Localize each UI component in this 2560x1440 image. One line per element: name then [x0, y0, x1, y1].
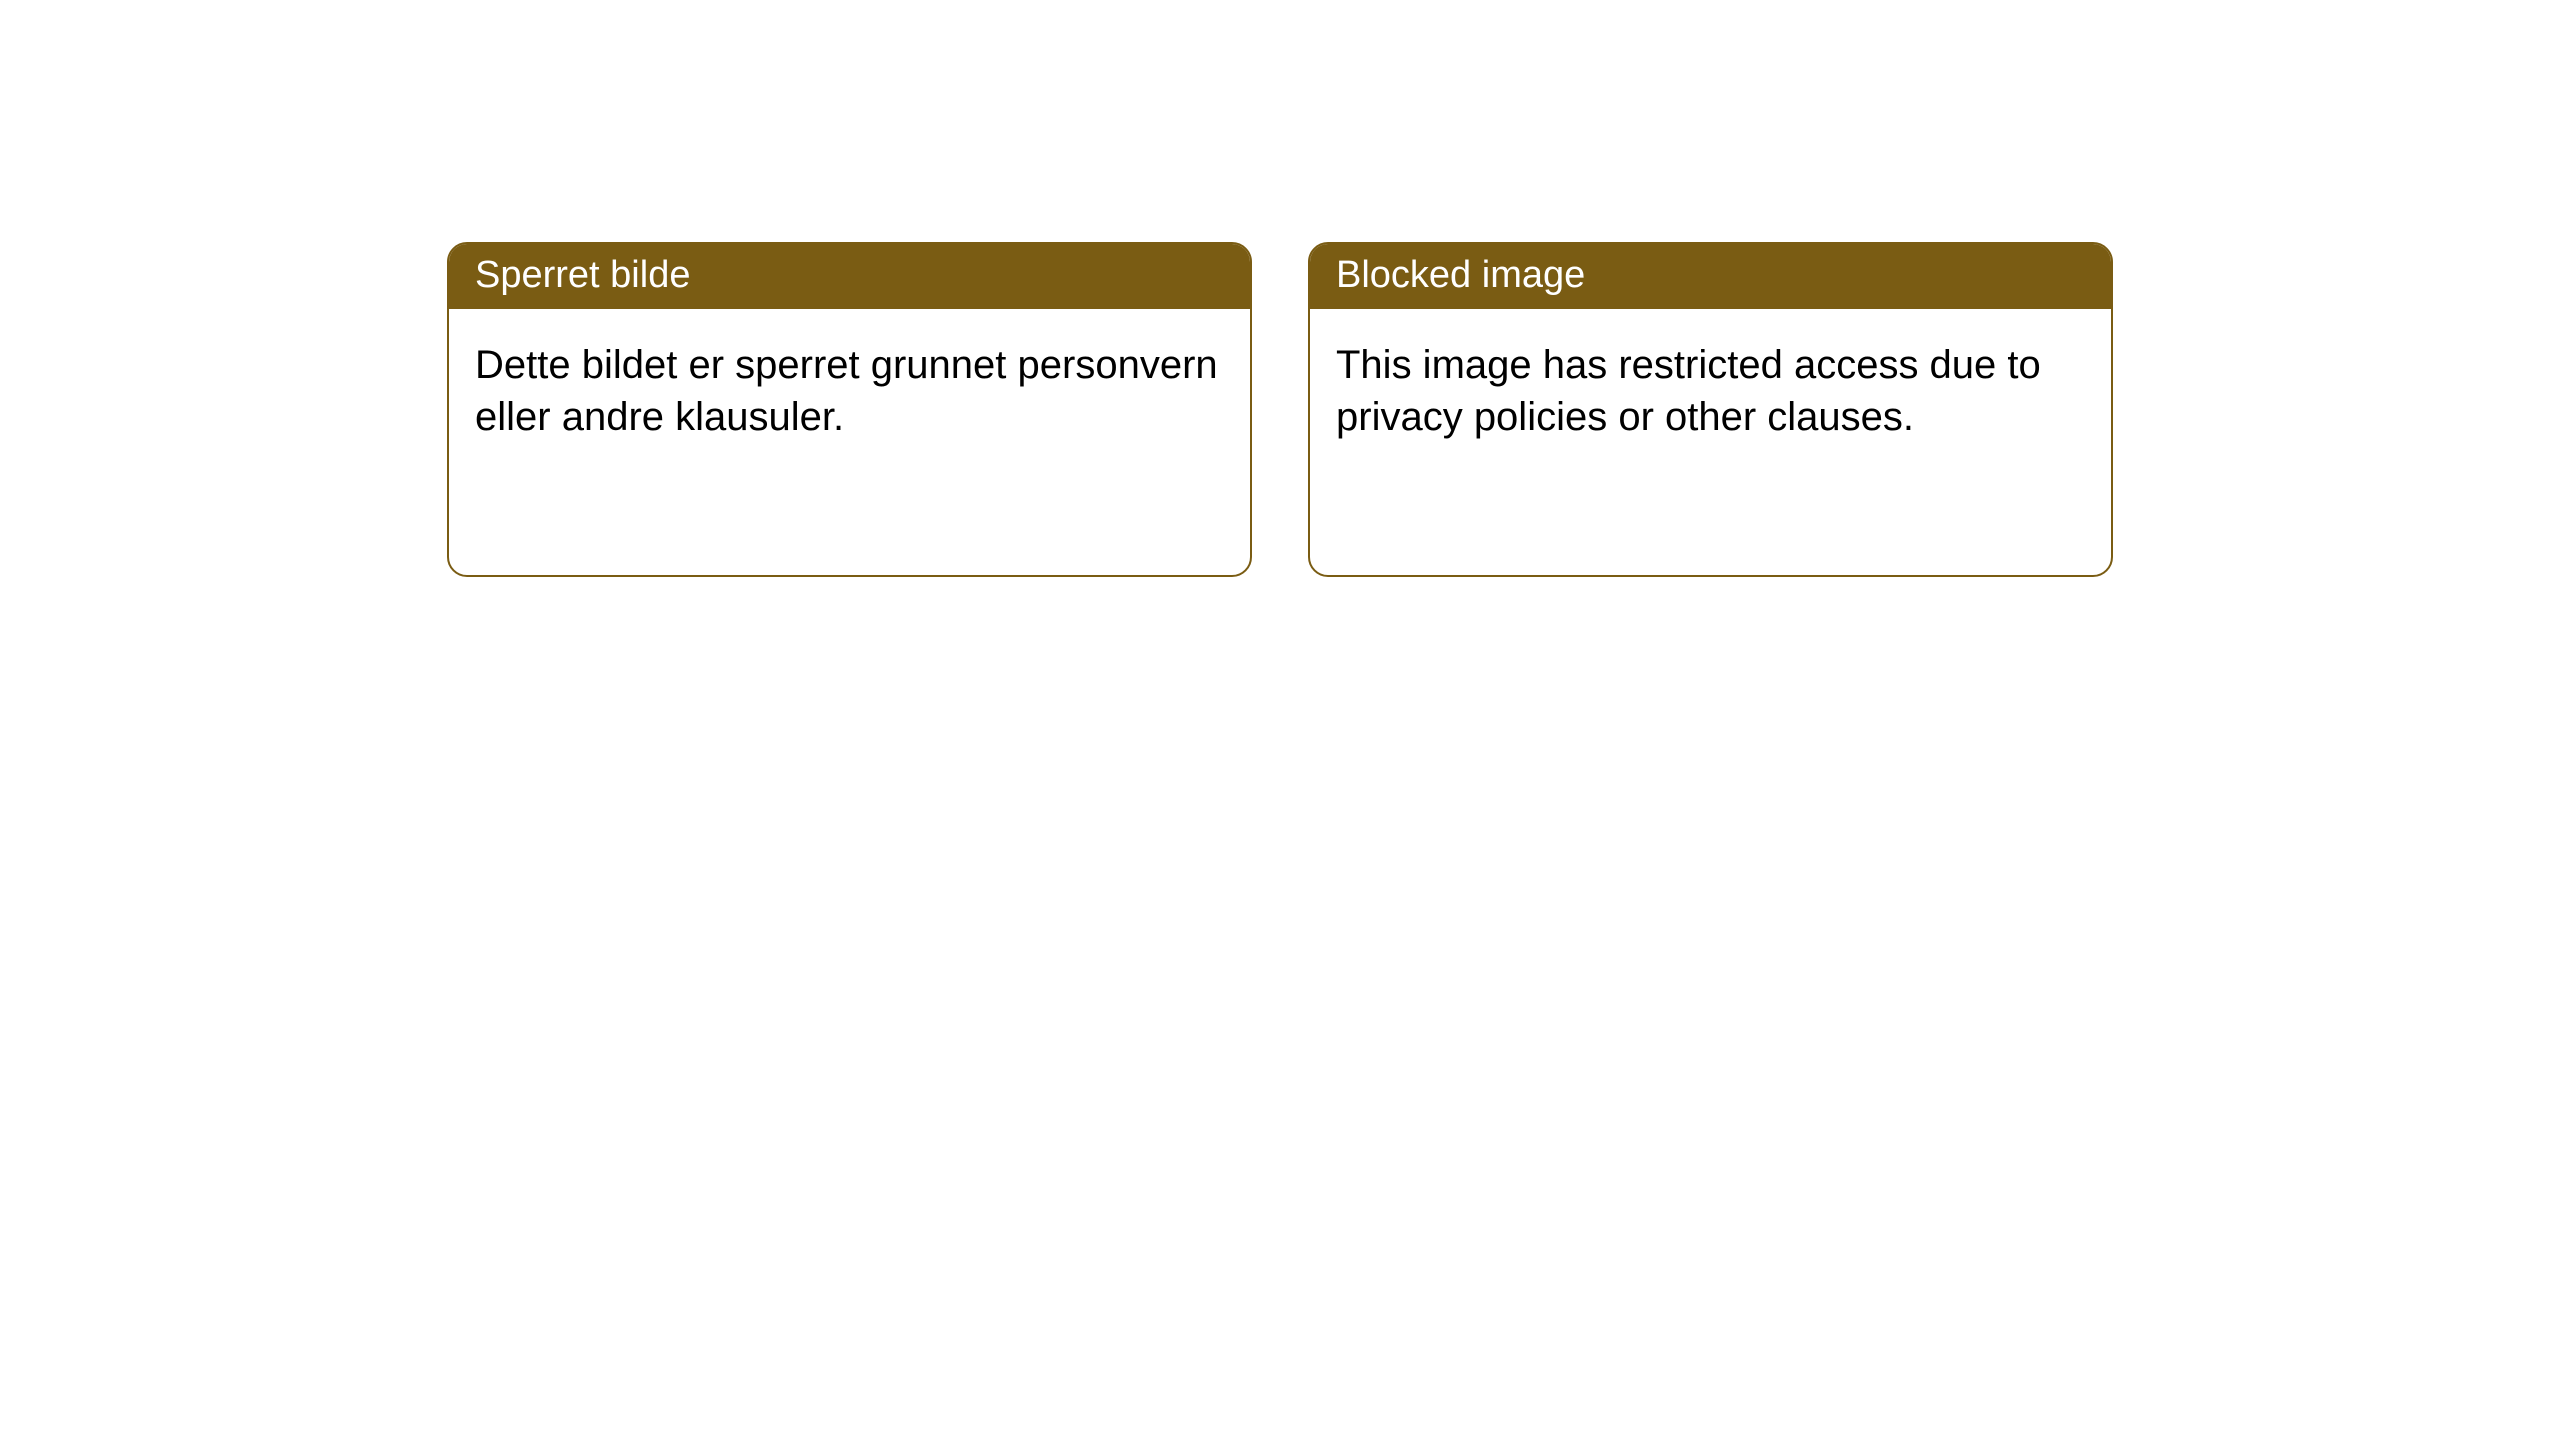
notice-body-text: Dette bildet er sperret grunnet personve… [475, 343, 1218, 439]
notice-header: Sperret bilde [449, 244, 1250, 309]
notice-header: Blocked image [1310, 244, 2111, 309]
notice-title: Sperret bilde [475, 254, 690, 296]
notice-title: Blocked image [1336, 254, 1585, 296]
notice-body-text: This image has restricted access due to … [1336, 343, 2041, 439]
notice-card-english: Blocked image This image has restricted … [1308, 242, 2113, 577]
notice-body: This image has restricted access due to … [1310, 309, 2111, 473]
notices-container: Sperret bilde Dette bildet er sperret gr… [447, 242, 2113, 577]
notice-card-norwegian: Sperret bilde Dette bildet er sperret gr… [447, 242, 1252, 577]
notice-body: Dette bildet er sperret grunnet personve… [449, 309, 1250, 473]
